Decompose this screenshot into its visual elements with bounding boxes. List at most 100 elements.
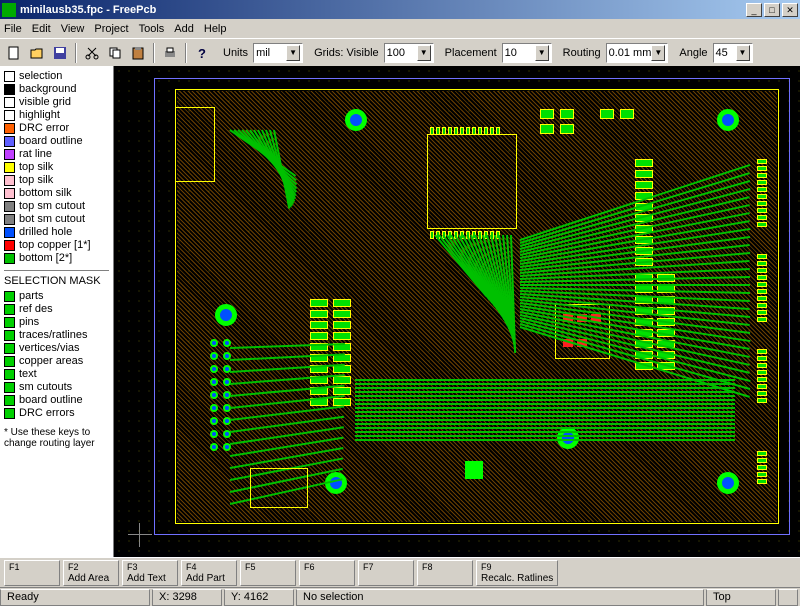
selection-mask-item[interactable]: traces/ratlines [4, 329, 109, 341]
close-button[interactable]: ✕ [782, 3, 798, 17]
status-selection: No selection [296, 589, 704, 606]
fkey-f5[interactable]: F5 [240, 560, 296, 586]
connector [757, 159, 767, 227]
connector [757, 451, 767, 484]
legend-item[interactable]: bot sm cutout [4, 213, 109, 225]
ic-outline [427, 134, 517, 229]
placement-select[interactable]: 10▼ [502, 43, 552, 63]
window-title: minilausb35.fpc - FreePcb [20, 4, 744, 16]
status-y: Y: 4162 [224, 589, 294, 606]
copy-button[interactable] [105, 43, 125, 63]
selection-mask-item[interactable]: parts [4, 290, 109, 302]
menu-file[interactable]: File [4, 23, 22, 35]
mounting-hole [717, 109, 739, 131]
fkey-f3[interactable]: F3Add Text [122, 560, 178, 586]
status-ready: Ready [0, 589, 150, 606]
save-button[interactable] [50, 43, 70, 63]
legend-item[interactable]: selection [4, 70, 109, 82]
fkey-f9[interactable]: F9Recalc. Ratlines [476, 560, 558, 586]
legend-item[interactable]: board outline [4, 135, 109, 147]
layer-note: * Use these keys to change routing layer [4, 427, 109, 449]
selection-mask-item[interactable]: text [4, 368, 109, 380]
mounting-hole [345, 109, 367, 131]
selection-mask-header: SELECTION MASK [4, 275, 109, 287]
units-label: Units [223, 47, 248, 59]
angle-select[interactable]: 45▼ [713, 43, 753, 63]
selection-mask-item[interactable]: ref des [4, 303, 109, 315]
new-button[interactable] [4, 43, 24, 63]
mounting-hole [717, 472, 739, 494]
status-x: X: 3298 [152, 589, 222, 606]
legend-item[interactable]: top copper [1*] [4, 239, 109, 251]
fkey-f8[interactable]: F8 [417, 560, 473, 586]
fkey-f7[interactable]: F7 [358, 560, 414, 586]
fkey-f2[interactable]: F2Add Area [63, 560, 119, 586]
legend-item[interactable]: top sm cutout [4, 200, 109, 212]
connector [757, 254, 767, 322]
selection-mask-item[interactable]: pins [4, 316, 109, 328]
board-outline [154, 78, 790, 535]
paste-button[interactable] [128, 43, 148, 63]
selection-mask-item[interactable]: copper areas [4, 355, 109, 367]
mounting-hole [215, 304, 237, 326]
test-pad [465, 461, 483, 479]
menu-add[interactable]: Add [174, 23, 194, 35]
grids-select[interactable]: 100▼ [384, 43, 434, 63]
function-key-bar: F1 F2Add Area F3Add Text F4Add Part F5 F… [0, 557, 800, 587]
status-grip [778, 589, 798, 606]
legend-item[interactable]: bottom silk [4, 187, 109, 199]
title-bar: minilausb35.fpc - FreePcb _ □ ✕ [0, 0, 800, 19]
legend-item[interactable]: background [4, 83, 109, 95]
ic-pads [430, 127, 500, 135]
fkey-f4[interactable]: F4Add Part [181, 560, 237, 586]
menu-edit[interactable]: Edit [32, 23, 51, 35]
legend-item[interactable]: top silk [4, 161, 109, 173]
connector [250, 468, 308, 508]
smd-cap [620, 109, 634, 119]
legend-item[interactable]: visible grid [4, 96, 109, 108]
legend-item[interactable]: drilled hole [4, 226, 109, 238]
menu-view[interactable]: View [61, 23, 85, 35]
legend-item[interactable]: highlight [4, 109, 109, 121]
toolbar: ? Units mil▼ Grids: Visible 100▼ Placeme… [0, 38, 800, 66]
fkey-f6[interactable]: F6 [299, 560, 355, 586]
smd-cap [560, 124, 574, 134]
minimize-button[interactable]: _ [746, 3, 762, 17]
smd-cap [560, 109, 574, 119]
layers-panel: selectionbackgroundvisible gridhighlight… [0, 66, 114, 557]
pcb-canvas[interactable] [114, 66, 800, 557]
usb-connector [175, 107, 215, 182]
help-button[interactable]: ? [192, 43, 212, 63]
grids-label: Grids: Visible [314, 47, 379, 59]
connector [757, 349, 767, 403]
legend-item[interactable]: rat line [4, 148, 109, 160]
cut-button[interactable] [82, 43, 102, 63]
smd-cap [540, 124, 554, 134]
fkey-f1[interactable]: F1 [4, 560, 60, 586]
legend-item[interactable]: top silk [4, 174, 109, 186]
legend-item[interactable]: bottom [2*] [4, 252, 109, 264]
angle-label: Angle [679, 47, 707, 59]
routing-label: Routing [563, 47, 601, 59]
status-bar: Ready X: 3298 Y: 4162 No selection Top [0, 587, 800, 606]
menu-tools[interactable]: Tools [139, 23, 165, 35]
app-icon [2, 3, 16, 17]
legend-item[interactable]: DRC error [4, 122, 109, 134]
svg-text:?: ? [198, 46, 206, 60]
selection-mask-item[interactable]: sm cutouts [4, 381, 109, 393]
menu-project[interactable]: Project [94, 23, 128, 35]
print-button[interactable] [160, 43, 180, 63]
status-layer: Top [706, 589, 776, 606]
open-button[interactable] [27, 43, 47, 63]
routing-select[interactable]: 0.01 mm▼ [606, 43, 669, 63]
selection-mask-item[interactable]: DRC errors [4, 407, 109, 419]
placement-label: Placement [445, 47, 497, 59]
smd-cap [540, 109, 554, 119]
smd-cap [600, 109, 614, 119]
selection-mask-item[interactable]: vertices/vias [4, 342, 109, 354]
menu-help[interactable]: Help [204, 23, 227, 35]
units-select[interactable]: mil▼ [253, 43, 303, 63]
selection-mask-item[interactable]: board outline [4, 394, 109, 406]
maximize-button[interactable]: □ [764, 3, 780, 17]
origin-crosshair [128, 523, 152, 547]
